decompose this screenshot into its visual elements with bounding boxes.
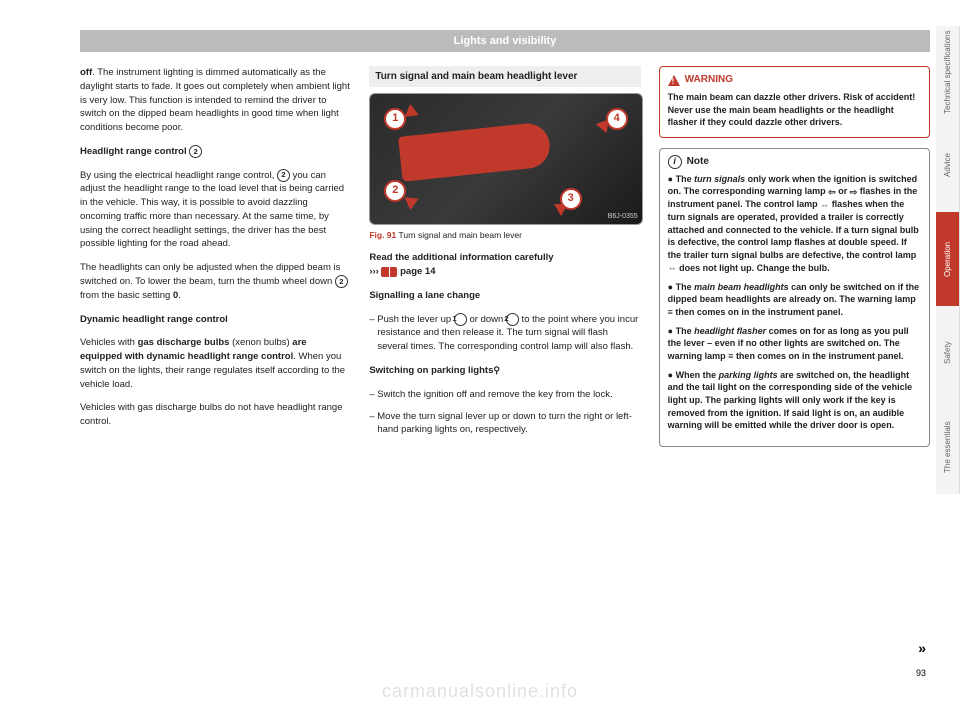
body-text: ● The (668, 282, 694, 292)
note-item: ● When the parking lights are switched o… (668, 369, 921, 432)
step-list: Switch the ignition off and remove the k… (369, 388, 640, 437)
italic-text: turn signals (694, 174, 745, 184)
content-columns: off. The instrument lighting is dimmed a… (80, 66, 930, 447)
heading-dynamic-range: Dynamic headlight range control (80, 313, 351, 327)
warning-icon (668, 75, 680, 86)
heading-text: Switching on parking lights (369, 365, 493, 376)
body-text: then comes on in the instrument panel. (673, 307, 843, 317)
book-icon (381, 267, 397, 277)
column-2: Turn signal and main beam headlight leve… (369, 66, 640, 447)
figure-code: B6J-0355 (608, 212, 638, 222)
section-header: Lights and visibility (80, 30, 930, 52)
page-number: 93 (916, 668, 926, 678)
marker-2: 2 (384, 180, 406, 202)
warning-body: The main beam can dazzle other drivers. … (668, 91, 921, 129)
body-text: does not light up. Change the bulb. (677, 263, 830, 273)
tab-essentials[interactable]: The essentials (936, 400, 960, 494)
warning-box: WARNING The main beam can dazzle other d… (659, 66, 930, 138)
chevron-icon: ››› (369, 266, 379, 277)
info-icon: i (668, 155, 682, 169)
body-text: ● When the (668, 370, 719, 380)
bold-text: Read the additional information carefull… (369, 252, 553, 263)
column-1: off. The instrument lighting is dimmed a… (80, 66, 351, 447)
step-list: Push the lever up 1 or down 2 to the poi… (369, 313, 640, 354)
warning-title: WARNING (668, 73, 921, 87)
note-label: Note (687, 155, 709, 169)
watermark: carmanualsonline.info (0, 681, 960, 702)
paragraph: By using the electrical headlight range … (80, 169, 351, 252)
subheading-turn-signal: Turn signal and main beam headlight leve… (369, 66, 640, 87)
note-item: ● The headlight flasher comes on for as … (668, 325, 921, 363)
body-text: (xenon bulbs) (229, 337, 292, 348)
heading-lane-change: Signalling a lane change (369, 289, 640, 303)
read-more: Read the additional information carefull… (369, 251, 640, 279)
marker-4: 4 (606, 108, 628, 130)
italic-text: parking lights (719, 370, 778, 380)
page: Lights and visibility off. The instrumen… (0, 0, 960, 708)
body-text: you can adjust the headlight range to th… (80, 170, 344, 250)
note-title: i Note (668, 155, 921, 169)
italic-text: headlight flasher (694, 326, 766, 336)
body-text: The headlights can only be adjusted when… (80, 262, 340, 287)
figure-caption: Fig. 91 Turn signal and main beam lever (369, 229, 640, 241)
paragraph: off. The instrument lighting is dimmed a… (80, 66, 351, 135)
body-text: . (178, 290, 181, 301)
trailer-icon: ⇔ (820, 199, 829, 212)
italic-text: main beam headlights (694, 282, 789, 292)
ref-number-2: 2 (189, 145, 202, 158)
body-text: ● The (668, 174, 694, 184)
heading-parking-lights: Switching on parking lights⚲ (369, 364, 640, 378)
tab-advice[interactable]: Advice (936, 118, 960, 212)
arrow-icon (404, 197, 419, 210)
ref-number-2: 2 (277, 169, 290, 182)
body-text: ● The (668, 326, 694, 336)
heading-text: Headlight range control (80, 146, 189, 157)
page-ref: page 14 (400, 266, 435, 277)
continuation-mark: » (918, 640, 926, 656)
heading-headlight-range: Headlight range control 2 (80, 145, 351, 159)
left-arrow-icon: ⇦ (828, 186, 836, 199)
list-item: Move the turn signal lever up or down to… (369, 410, 640, 438)
list-item: Push the lever up 1 or down 2 to the poi… (369, 313, 640, 354)
body-text: from the basic setting (80, 290, 173, 301)
marker-3: 3 (560, 188, 582, 210)
figure-text: Turn signal and main beam lever (396, 230, 522, 240)
tab-safety[interactable]: Safety (936, 306, 960, 400)
paragraph: The headlights can only be adjusted when… (80, 261, 351, 302)
parking-light-icon: ⚲ (493, 364, 500, 377)
side-tabs: Technical specifications Advice Operatio… (936, 26, 960, 494)
body-text: Vehicles with (80, 337, 138, 348)
tab-operation[interactable]: Operation (936, 212, 960, 306)
warning-label: WARNING (685, 73, 733, 87)
ref-number-2: 2 (335, 275, 348, 288)
ref-number-1: 1 (454, 313, 467, 326)
paragraph: Vehicles with gas discharge bulbs (xenon… (80, 336, 351, 391)
body-text: or (836, 186, 850, 196)
bold-text: gas discharge bulbs (138, 337, 230, 348)
arrow-icon (404, 103, 420, 117)
bold-text: off (80, 67, 92, 78)
body-text: or down (467, 314, 506, 325)
lever-graphic (398, 121, 552, 181)
marker-1: 1 (384, 108, 406, 130)
figure-91: 1 2 3 4 B6J-0355 (369, 93, 642, 225)
ref-number-2: 2 (506, 313, 519, 326)
body-text: then comes on in the instrument panel. (733, 351, 903, 361)
note-item: ● The main beam headlights can only be s… (668, 281, 921, 319)
body-text: Push the lever up (377, 314, 454, 325)
note-item: ● The turn signals only work when the ig… (668, 173, 921, 275)
body-text: . The instrument lighting is dimmed auto… (80, 67, 350, 133)
tab-technical-specs[interactable]: Technical specifications (936, 26, 960, 118)
trailer-icon: ⇔ (668, 262, 677, 275)
body-text: By using the electrical headlight range … (80, 170, 277, 181)
list-item: Switch the ignition off and remove the k… (369, 388, 640, 402)
paragraph: Vehicles with gas discharge bulbs do not… (80, 401, 351, 429)
note-box: i Note ● The turn signals only work when… (659, 148, 930, 447)
column-3: WARNING The main beam can dazzle other d… (659, 66, 930, 447)
figure-number: Fig. 91 (369, 230, 396, 240)
